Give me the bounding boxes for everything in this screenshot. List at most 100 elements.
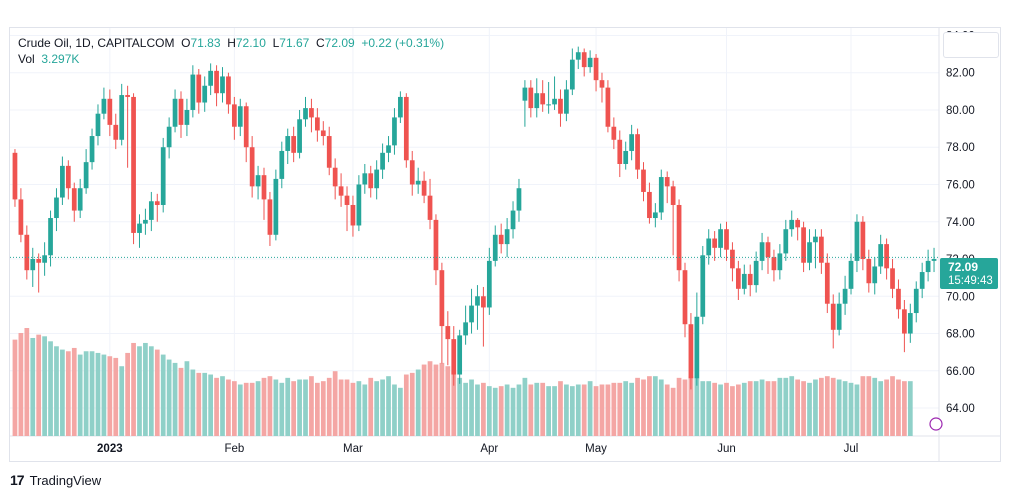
volume-bar bbox=[581, 384, 587, 436]
candle-body bbox=[569, 59, 575, 90]
candle-body bbox=[303, 108, 308, 120]
volume-bar bbox=[836, 379, 842, 436]
volume-bar bbox=[789, 376, 795, 436]
candle-body bbox=[913, 288, 919, 314]
volume-bar bbox=[77, 354, 83, 436]
candle-body bbox=[137, 223, 142, 233]
volume-bar bbox=[486, 386, 492, 436]
volume-bar bbox=[303, 379, 308, 436]
candle-body bbox=[421, 180, 427, 196]
candle-body bbox=[819, 236, 824, 263]
volume-bar bbox=[718, 384, 723, 436]
volume-bar bbox=[700, 381, 706, 436]
candle-body bbox=[765, 242, 771, 258]
candle-body bbox=[220, 76, 225, 94]
candle-body bbox=[350, 204, 356, 226]
volume-bar bbox=[392, 384, 397, 436]
volume-bar bbox=[18, 332, 24, 436]
volume-bar bbox=[24, 328, 30, 436]
candle-body bbox=[344, 195, 350, 205]
candle-body bbox=[65, 165, 71, 189]
volume-bar bbox=[516, 384, 522, 436]
volume-bar bbox=[492, 387, 498, 436]
volume-bar bbox=[783, 377, 789, 436]
candle-body bbox=[896, 288, 901, 310]
volume-bar bbox=[184, 361, 190, 436]
candle-body bbox=[261, 175, 267, 200]
volume-bar bbox=[148, 346, 154, 436]
price-tick-label: 74.00 bbox=[946, 217, 975, 229]
time-tick-label: Mar bbox=[343, 443, 363, 455]
volume-bar bbox=[267, 376, 273, 436]
candle-body bbox=[741, 273, 747, 289]
candle-body bbox=[172, 98, 178, 127]
volume-bar bbox=[326, 377, 332, 436]
candle-body bbox=[510, 210, 516, 230]
price-axis: 84.0082.0080.0078.0076.0074.0072.0070.00… bbox=[946, 30, 975, 415]
volume-bar bbox=[599, 384, 605, 436]
candle-body bbox=[481, 296, 486, 308]
candle-body bbox=[226, 76, 231, 105]
candlestick-chart[interactable]: 84.0082.0080.0078.0076.0074.0072.0070.00… bbox=[10, 28, 1000, 461]
volume-bar bbox=[670, 387, 676, 436]
candle-body bbox=[148, 201, 154, 220]
candle-body bbox=[902, 309, 907, 334]
candle-body bbox=[463, 322, 468, 336]
high-value: 72.10 bbox=[235, 36, 266, 50]
time-tick-label: Jun bbox=[717, 443, 736, 455]
volume-bar bbox=[249, 382, 255, 436]
volume-bar bbox=[380, 379, 385, 436]
candle-body bbox=[48, 218, 53, 256]
candle-body bbox=[60, 165, 65, 198]
high-label: H bbox=[227, 36, 236, 50]
candle-body bbox=[249, 147, 255, 187]
volume-bar bbox=[611, 382, 617, 436]
volume-bar bbox=[261, 377, 267, 436]
candle-body bbox=[362, 173, 368, 185]
candle-body bbox=[433, 219, 439, 271]
candle-body bbox=[878, 244, 884, 267]
volume-label[interactable]: Vol bbox=[18, 52, 35, 66]
volume-bar bbox=[741, 382, 747, 436]
volume-bar bbox=[332, 371, 338, 436]
volume-bar bbox=[190, 369, 196, 436]
candle-body bbox=[700, 255, 706, 317]
volume-bar bbox=[801, 381, 806, 436]
volume-bar bbox=[374, 381, 380, 436]
symbol-name[interactable]: Crude Oil, 1D, CAPITALCOM bbox=[18, 36, 175, 50]
candle-body bbox=[795, 219, 801, 228]
volume-bar bbox=[510, 387, 516, 436]
volume-bar bbox=[356, 381, 362, 436]
candle-body bbox=[522, 87, 528, 101]
brand-name[interactable]: TradingView bbox=[29, 472, 102, 488]
candle-body bbox=[451, 339, 457, 375]
candle-body bbox=[611, 126, 617, 140]
volume-bar bbox=[522, 377, 528, 436]
chart-frame: 84.0082.0080.0078.0076.0074.0072.0070.00… bbox=[9, 27, 1001, 462]
volume-bar bbox=[315, 382, 320, 436]
tradingview-logo-icon[interactable]: 17 bbox=[10, 472, 25, 488]
candle-body bbox=[338, 186, 344, 196]
candle-body bbox=[907, 313, 913, 334]
bar-countdown: 15:49:43 bbox=[948, 275, 993, 287]
candle-body bbox=[528, 87, 534, 109]
chart-settings-box[interactable] bbox=[943, 32, 999, 58]
candle-body bbox=[125, 95, 130, 97]
volume-bar bbox=[884, 379, 889, 436]
candle-body bbox=[356, 184, 362, 226]
volume-bar bbox=[469, 379, 474, 436]
candle-body bbox=[866, 259, 872, 284]
volume-bar bbox=[196, 372, 202, 436]
candle-body bbox=[42, 255, 47, 263]
volume-bar bbox=[896, 379, 901, 436]
volume-bar bbox=[635, 377, 640, 436]
candle-body bbox=[374, 169, 380, 189]
volume-bar bbox=[641, 379, 646, 436]
candle-body bbox=[759, 242, 765, 261]
volume-value: 3.297K bbox=[41, 52, 80, 66]
candle-body bbox=[824, 262, 830, 304]
volume-bar bbox=[481, 382, 486, 436]
last-price-tag: 72.09 15:49:43 bbox=[940, 258, 998, 289]
volume-bar bbox=[65, 351, 71, 436]
volume-bar bbox=[237, 384, 243, 436]
